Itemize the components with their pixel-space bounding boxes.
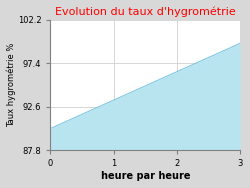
Title: Evolution du taux d'hygrométrie: Evolution du taux d'hygrométrie	[55, 7, 236, 17]
X-axis label: heure par heure: heure par heure	[101, 171, 190, 181]
Y-axis label: Taux hygrométrie %: Taux hygrométrie %	[7, 43, 16, 127]
